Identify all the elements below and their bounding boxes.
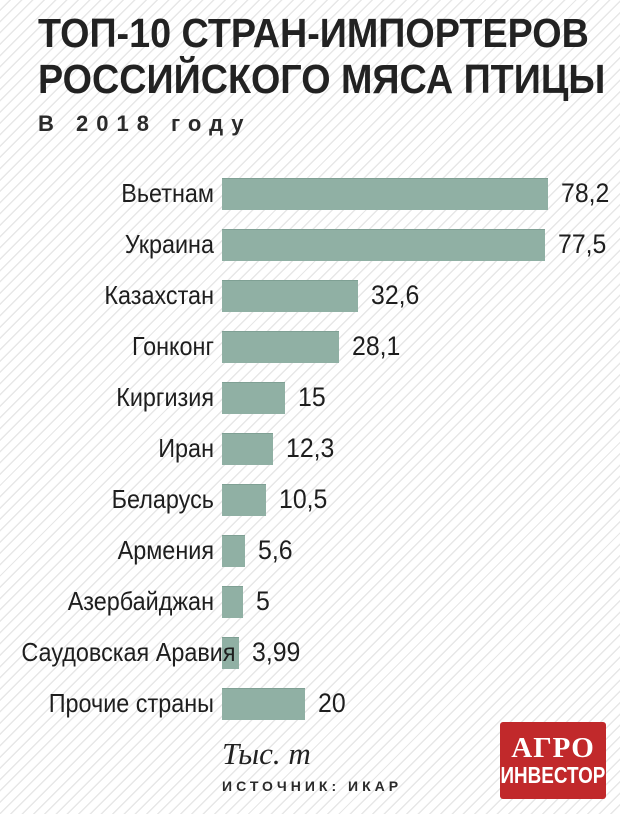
bar-row: Прочие страны 20: [0, 678, 620, 729]
value-label: 77,5: [558, 229, 607, 259]
logo-text-agro: АГРО: [511, 732, 595, 764]
category-label: Вьетнам: [121, 178, 214, 208]
bar-row: Саудовская Аравия 3,99: [0, 627, 620, 678]
bar: [222, 636, 239, 669]
category-label: Прочие страны: [48, 688, 215, 718]
bar-row: Казахстан 32,6: [0, 270, 620, 321]
category-label: Иран: [158, 433, 214, 463]
category-label: Беларусь: [111, 484, 214, 514]
value-label: 32,6: [370, 280, 420, 310]
category-label: Азербайджан: [67, 586, 214, 616]
logo-text-investor: ИНВЕСТОР: [500, 762, 606, 788]
bar: [222, 585, 243, 618]
value-label: 10,5: [278, 484, 328, 514]
bar: [222, 228, 546, 261]
bar-row: Гонконг 28,1: [0, 321, 620, 372]
category-label: Киргизия: [116, 382, 214, 412]
agroinvestor-logo: АГРО ИНВЕСТОР: [500, 722, 606, 799]
bar-row: Армения 5,6: [0, 525, 620, 576]
chart-header: ТОП-10 СТРАН-ИМПОРТЕРОВ РОССИЙСКОГО МЯСА…: [38, 10, 620, 137]
bar-row: Киргизия 15: [0, 372, 620, 423]
value-label: 12,3: [286, 433, 335, 463]
bar-row: Вьетнам 78,2: [0, 168, 620, 219]
bar: [222, 381, 285, 414]
category-label: Армения: [117, 535, 214, 565]
category-label: Гонконг: [131, 331, 214, 361]
value-label: 5,6: [258, 535, 293, 565]
bar-row: Азербайджан 5: [0, 576, 620, 627]
value-label: 3,99: [251, 637, 300, 667]
chart-subtitle: В 2018 году: [38, 111, 252, 136]
bar-row: Украина 77,5: [0, 219, 620, 270]
bar-chart: Вьетнам 78,2 Украина 77,5 Казахстан 32,6 Гонко…: [0, 168, 620, 729]
category-label: Казахстан: [104, 280, 214, 310]
value-label: 20: [318, 688, 347, 718]
chart-title-line-1: ТОП-10 СТРАН-ИМПОРТЕРОВ: [38, 10, 589, 56]
category-label: Саудовская Аравия: [21, 637, 236, 667]
bar: [222, 177, 548, 210]
value-label: 28,1: [352, 331, 401, 361]
unit-label: Тыс. т: [222, 736, 311, 771]
bar-row: Иран 12,3: [0, 423, 620, 474]
value-label: 5: [255, 586, 270, 616]
value-label: 78,2: [561, 178, 610, 208]
bar: [222, 432, 274, 465]
value-label: 15: [297, 382, 326, 412]
bar: [222, 483, 266, 516]
bar: [222, 330, 340, 363]
category-label: Украина: [124, 229, 214, 259]
chart-title-line-2: РОССИЙСКОГО МЯСА ПТИЦЫ: [38, 56, 606, 102]
bar: [222, 534, 246, 567]
source-label: ИСТОЧНИК: ИКАР: [222, 778, 403, 794]
bar: [222, 687, 306, 720]
bar: [222, 279, 358, 312]
bar-row: Беларусь 10,5: [0, 474, 620, 525]
